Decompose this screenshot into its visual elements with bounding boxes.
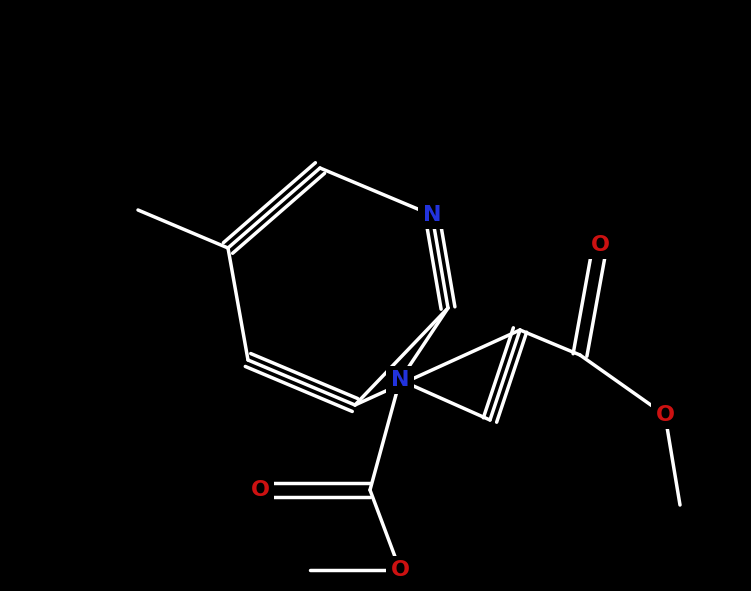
Text: O: O [590,235,610,255]
Text: N: N [391,370,409,390]
Text: O: O [656,405,674,425]
Text: N: N [423,205,442,225]
Text: O: O [251,480,270,500]
Text: O: O [391,560,409,580]
